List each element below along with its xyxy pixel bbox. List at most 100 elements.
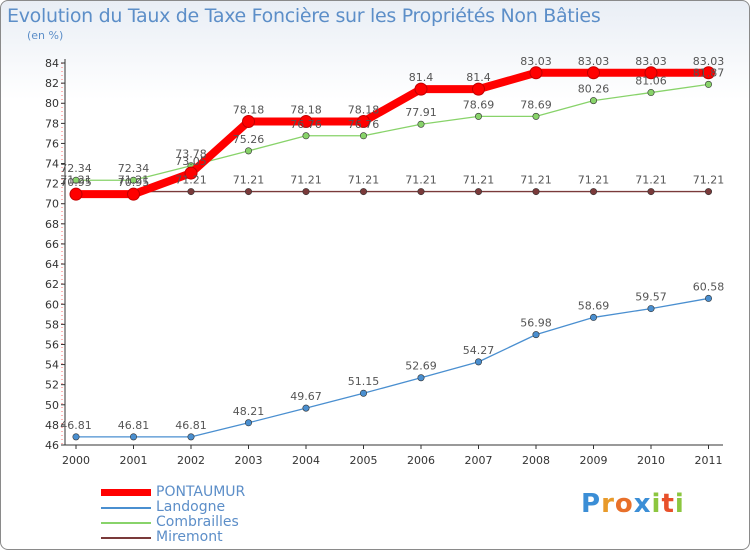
y-tick-label: 76 [45, 137, 59, 150]
data-label-combrailles: 72.34 [118, 162, 150, 175]
legend-swatch [101, 537, 151, 539]
data-label-pontaumur: 78.18 [233, 104, 265, 117]
series-line-landogne [75, 297, 710, 438]
logo-letter: r [601, 489, 615, 519]
legend-swatch [101, 489, 151, 496]
y-tick-label: 62 [45, 278, 59, 291]
data-point-landogne [417, 374, 425, 382]
data-label-miremont: 71.21 [693, 174, 725, 187]
data-point-miremont [359, 188, 367, 196]
x-tick-label: 2005 [350, 454, 378, 467]
x-tick-label: 2004 [292, 454, 320, 467]
data-point-miremont [302, 188, 310, 196]
data-point-pontaumur [184, 166, 198, 180]
data-label-miremont: 71.21 [175, 174, 207, 187]
data-point-combrailles [532, 112, 540, 120]
series-line-combrailles [75, 83, 710, 181]
legend-label: PONTAUMUR [156, 484, 246, 500]
data-point-landogne [245, 419, 253, 427]
data-label-combrailles: 76.76 [290, 118, 322, 131]
data-label-landogne: 58.69 [578, 299, 610, 312]
data-label-pontaumur: 81.4 [466, 71, 491, 84]
y-tick-label: 70 [45, 198, 59, 211]
data-label-landogne: 52.69 [405, 360, 437, 373]
x-tick-label: 2006 [407, 454, 435, 467]
data-point-miremont [589, 188, 597, 196]
logo-letter: P [581, 489, 602, 519]
data-point-miremont [647, 188, 655, 196]
data-point-miremont [245, 188, 253, 196]
data-label-miremont: 71.21 [520, 174, 552, 187]
data-label-pontaumur: 78.18 [290, 104, 322, 117]
data-label-combrailles: 81.87 [693, 66, 725, 79]
y-tick-label: 56 [45, 338, 59, 351]
x-tick-label: 2011 [695, 454, 723, 467]
logo-letter: i [674, 489, 685, 519]
data-label-miremont: 71.21 [578, 174, 610, 187]
data-label-combrailles: 73.78 [175, 148, 207, 161]
data-label-pontaumur: 83.03 [520, 55, 552, 68]
y-axis-unit: (en %) [27, 29, 64, 42]
logo-letter: x [633, 489, 652, 519]
data-label-pontaumur: 83.03 [578, 55, 610, 68]
data-point-pontaumur [69, 187, 83, 201]
data-point-landogne [589, 313, 597, 321]
data-point-pontaumur [242, 115, 255, 129]
data-point-combrailles [359, 132, 367, 140]
y-tick-label: 72 [45, 178, 59, 191]
x-tick-label: 2010 [637, 454, 665, 467]
data-label-landogne: 54.27 [463, 344, 495, 357]
data-point-landogne [704, 294, 712, 302]
data-label-landogne: 56.98 [520, 317, 552, 330]
logo-letter: o [614, 489, 634, 519]
data-label-miremont: 71.21 [233, 174, 265, 187]
data-label-pontaumur: 83.03 [693, 55, 725, 68]
legend-label: Combrailles [156, 514, 239, 530]
legend-swatch [101, 507, 151, 509]
data-label-pontaumur: 73.05 [175, 155, 207, 168]
data-point-combrailles [417, 120, 425, 128]
data-label-landogne: 49.67 [290, 390, 322, 403]
data-point-pontaumur [472, 82, 485, 96]
y-tick-label: 58 [45, 318, 59, 331]
y-tick-label: 74 [45, 158, 59, 171]
proxiti-logo: Proxiti [581, 489, 685, 519]
y-tick-label: 54 [45, 359, 59, 372]
data-point-combrailles [474, 112, 482, 120]
logo-letter: i [651, 489, 662, 519]
data-label-landogne: 60.58 [693, 280, 725, 293]
data-point-landogne [130, 433, 138, 441]
data-point-combrailles [647, 89, 655, 97]
data-label-miremont: 71.21 [463, 174, 495, 187]
data-point-miremont [704, 188, 712, 196]
data-label-combrailles: 75.26 [233, 133, 265, 146]
data-point-landogne [359, 389, 367, 397]
data-point-pontaumur [299, 115, 313, 129]
data-point-landogne [72, 433, 80, 441]
data-point-pontaumur [529, 66, 543, 80]
data-point-miremont [474, 188, 482, 196]
y-tick-label: 64 [45, 258, 59, 271]
y-tick-label: 60 [45, 298, 59, 311]
data-label-combrailles: 72.34 [60, 162, 92, 175]
data-label-pontaumur: 70.95 [118, 176, 150, 189]
logo-letter: t [661, 489, 675, 519]
data-label-combrailles: 81.06 [635, 75, 667, 88]
y-tick-label: 78 [45, 117, 59, 130]
y-tick-label: 52 [45, 379, 59, 392]
data-point-pontaumur [127, 187, 140, 201]
data-label-combrailles: 80.26 [578, 83, 610, 96]
data-label-landogne: 46.81 [118, 419, 150, 432]
data-point-landogne [302, 404, 310, 412]
x-tick-label: 2003 [235, 454, 263, 467]
data-label-combrailles: 77.91 [405, 106, 437, 119]
y-tick-label: 84 [45, 57, 59, 70]
x-tick-label: 2002 [177, 454, 205, 467]
data-label-miremont: 71.21 [635, 174, 667, 187]
data-label-combrailles: 78.69 [463, 98, 495, 111]
data-point-landogne [532, 331, 540, 339]
data-point-combrailles [704, 80, 712, 88]
data-point-combrailles [130, 176, 138, 184]
y-tick-label: 66 [45, 238, 59, 251]
